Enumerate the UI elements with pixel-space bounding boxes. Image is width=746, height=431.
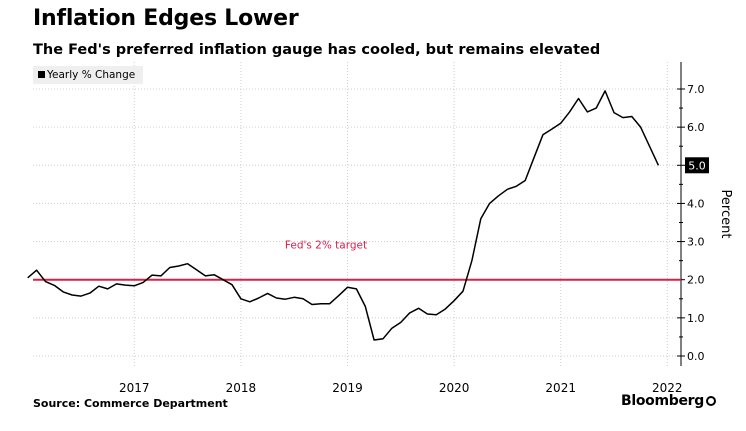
x-tick-label: 2020 <box>439 381 470 395</box>
chart-subtitle: The Fed's preferred inflation gauge has … <box>33 42 601 58</box>
x-tick-label: 2017 <box>119 381 150 395</box>
brand-name: Bloomberg <box>620 393 704 409</box>
chart-legend: Yearly % Change <box>33 66 144 84</box>
y-tick-label: 3.0 <box>687 236 705 249</box>
series-line <box>27 90 660 341</box>
x-tick-label: 2022 <box>652 381 683 395</box>
x-tick-label: 2018 <box>226 381 257 395</box>
last-value-label: 5.0 <box>688 159 706 172</box>
source-note: Source: Commerce Department <box>33 397 228 410</box>
y-tick-label: 4.0 <box>687 197 705 210</box>
y-tick-label: 0.0 <box>687 350 705 363</box>
last-value-box <box>685 157 709 174</box>
x-tick-label: 2019 <box>332 381 363 395</box>
legend-swatch <box>38 71 45 78</box>
target-label: Fed's 2% target <box>285 240 367 252</box>
chart-title: Inflation Edges Lower <box>33 6 299 31</box>
brand-mark-icon <box>706 396 716 406</box>
brand-logo: Bloomberg <box>621 393 716 409</box>
x-tick-label: 2021 <box>545 381 576 395</box>
y-axis-label: Percent <box>718 190 733 239</box>
y-tick-label: 2.0 <box>687 274 705 287</box>
y-tick-label: 6.0 <box>687 121 705 134</box>
y-tick-label: 7.0 <box>687 83 705 96</box>
y-tick-label: 1.0 <box>687 312 705 325</box>
legend-label: Yearly % Change <box>47 69 136 81</box>
